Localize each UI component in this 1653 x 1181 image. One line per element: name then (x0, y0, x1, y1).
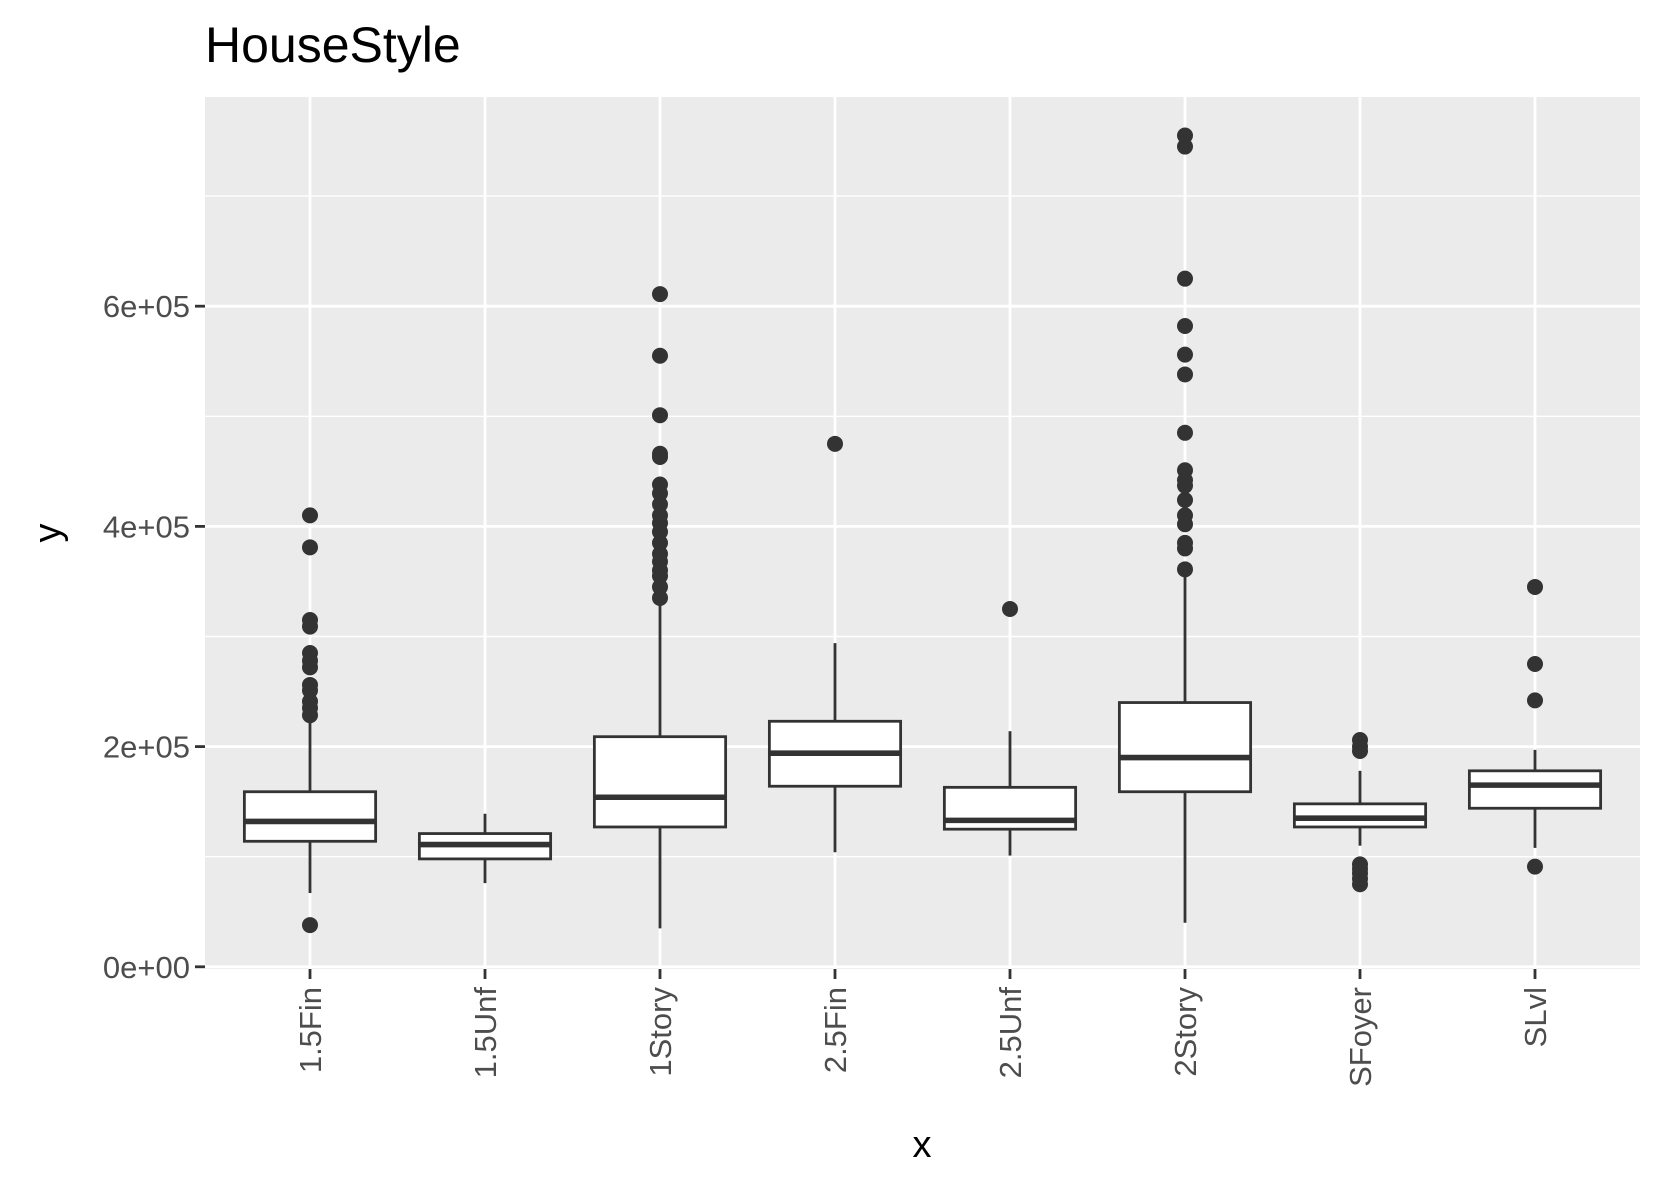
box-iqr (242, 790, 378, 843)
outlier-point (1177, 270, 1193, 287)
x-tick-label: 2Story (1168, 987, 1203, 1077)
outlier-point (1177, 318, 1193, 335)
outlier-point (302, 539, 318, 556)
outlier-point (652, 545, 668, 562)
outlier-point (652, 578, 668, 595)
outlier-point (652, 589, 668, 606)
y-tick-label: 4e+05 (103, 509, 190, 544)
x-tick-label: 1.5Unf (468, 987, 503, 1079)
box-1.5Fin (242, 507, 378, 934)
box-2Story (1117, 127, 1253, 923)
x-tick-label: SFoyer (1343, 987, 1378, 1087)
outlier-point (1177, 138, 1193, 155)
outlier-point (652, 407, 668, 424)
outlier-point (1527, 656, 1543, 673)
box-1.5Unf (417, 813, 553, 884)
x-axis: 1.5Fin 1.5Unf 1Story 2.5Fin 2.5Unf 2Story SFoy… (293, 969, 1553, 1087)
outlier-point (827, 435, 843, 452)
y-axis: 0e+00 2e+05 4e+05 6e+05 (103, 289, 205, 985)
y-tick-label: 2e+05 (103, 730, 190, 765)
x-tick-label: 1Story (643, 987, 678, 1077)
outlier-point (1527, 692, 1543, 709)
outlier-point (1352, 856, 1368, 873)
outlier-point (652, 286, 668, 303)
outlier-point (652, 347, 668, 364)
outlier-point (302, 611, 318, 628)
outlier-point (1177, 127, 1193, 144)
boxes-layer (242, 127, 1603, 934)
box-iqr (1467, 769, 1603, 810)
outlier-point (652, 445, 668, 462)
outlier-point (1177, 534, 1193, 551)
x-tick-label: SLvl (1518, 987, 1553, 1047)
outlier-point (1177, 424, 1193, 441)
outlier-point (652, 496, 668, 513)
outlier-point (1527, 578, 1543, 595)
outlier-point (1177, 507, 1193, 524)
box-2.5Fin (767, 435, 903, 853)
y-axis-title: y (27, 524, 69, 543)
outlier-point (652, 476, 668, 493)
outlier-point (1352, 731, 1368, 748)
outlier-point (652, 534, 668, 551)
outlier-point (1527, 858, 1543, 875)
outlier-point (1002, 600, 1018, 617)
outlier-point (1177, 346, 1193, 363)
outlier-point (302, 693, 318, 710)
x-axis-title: x (913, 1124, 932, 1166)
x-tick-label: 2.5Unf (993, 987, 1028, 1079)
box-iqr (592, 735, 728, 829)
box-iqr (1117, 701, 1253, 794)
y-tick-label: 0e+00 (103, 950, 190, 985)
outlier-point (1177, 366, 1193, 383)
y-tick-label: 6e+05 (103, 289, 190, 324)
box-1Story (592, 286, 728, 929)
chart-title: HouseStyle (205, 17, 461, 73)
box-2.5Unf (942, 600, 1078, 856)
outlier-point (652, 507, 668, 524)
outlier-point (302, 507, 318, 524)
box-SLvl (1467, 578, 1603, 875)
outlier-point (1177, 491, 1193, 508)
outlier-point (302, 676, 318, 693)
outlier-point (302, 645, 318, 662)
outlier-point (302, 917, 318, 934)
box-SFoyer (1292, 731, 1428, 893)
outlier-point (1177, 462, 1193, 479)
x-tick-label: 2.5Fin (818, 987, 853, 1073)
outlier-point (1177, 561, 1193, 578)
x-tick-label: 1.5Fin (293, 987, 328, 1073)
